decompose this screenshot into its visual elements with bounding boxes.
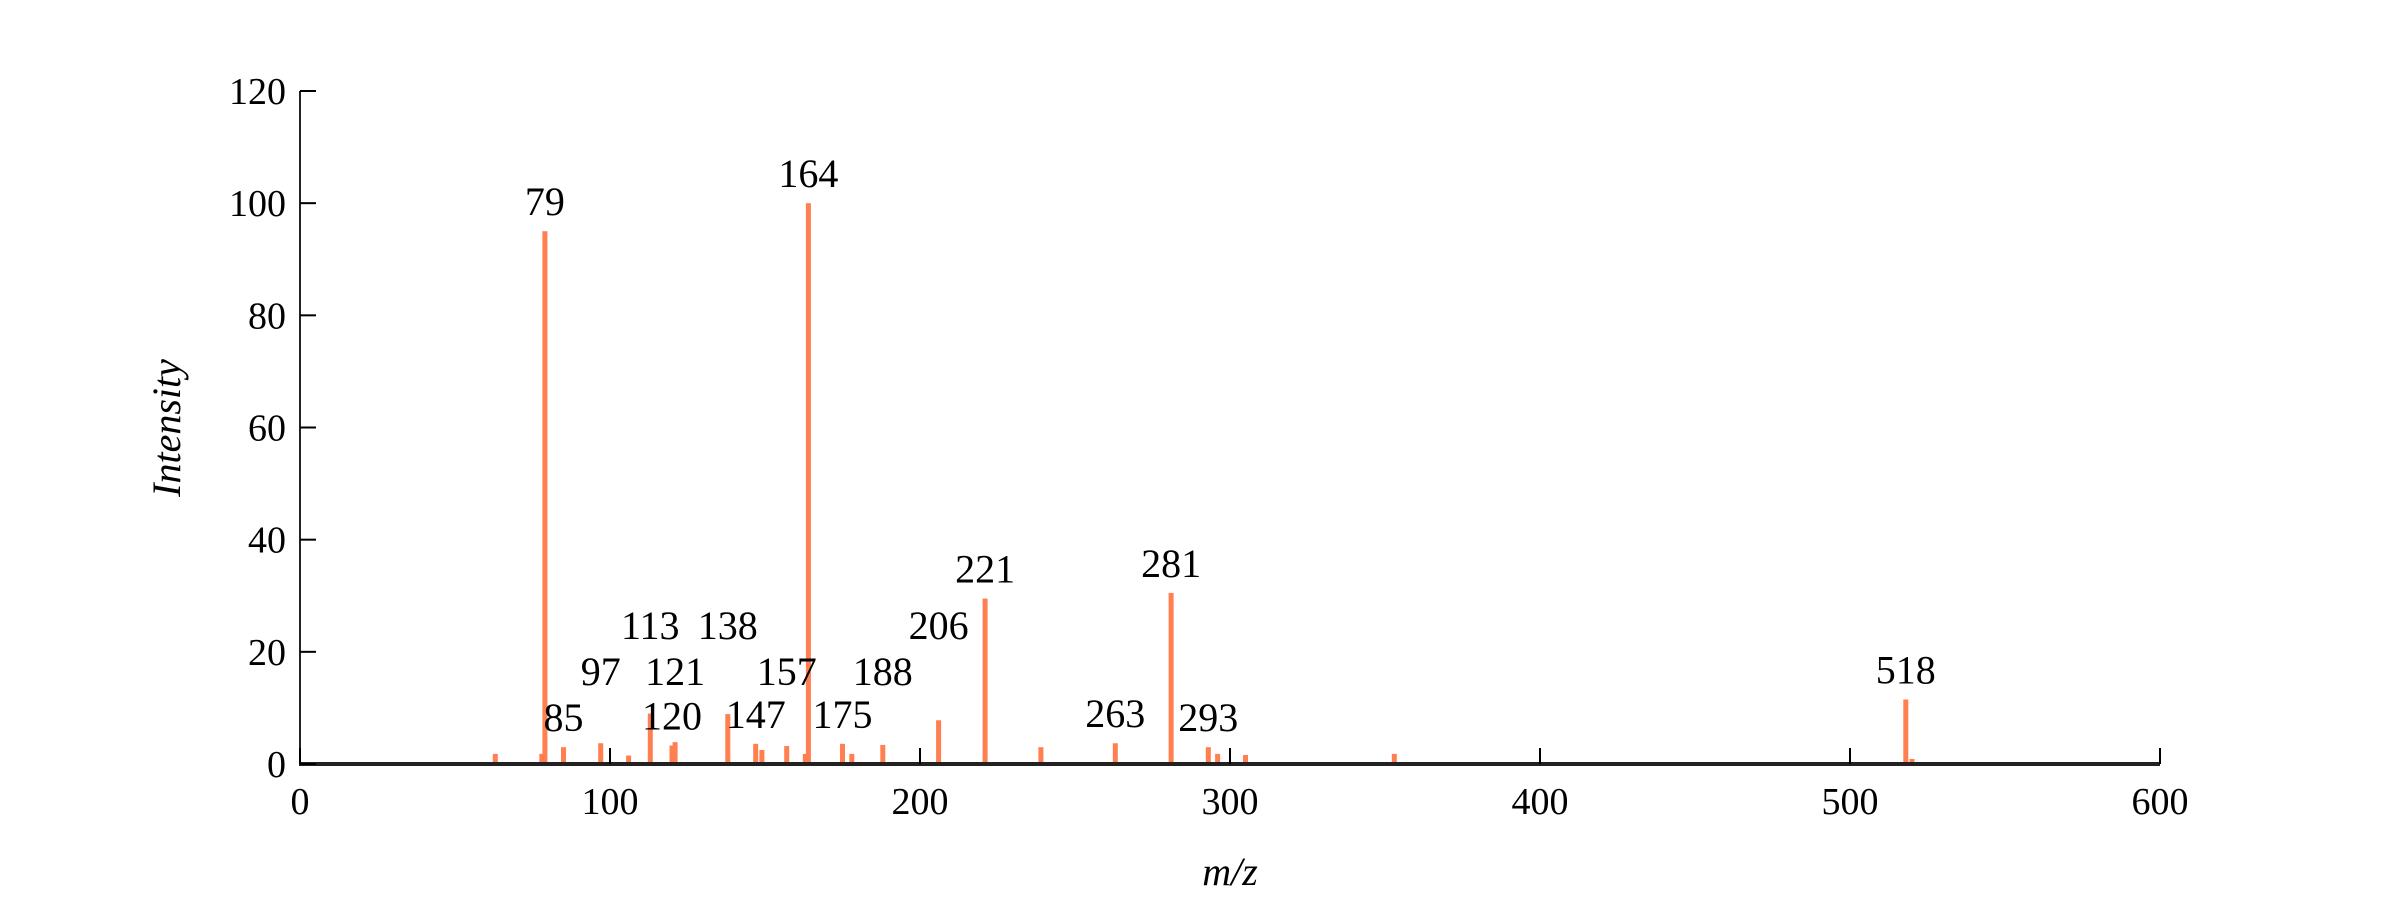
peak-bar [880,744,886,764]
peak-label: 147 [726,692,786,737]
x-tick-label: 200 [892,781,949,823]
peak-bars [492,203,1915,765]
peak-bar [982,598,988,764]
peak-bar [784,746,790,764]
y-tick-label: 60 [248,408,286,450]
peak-bar [1215,753,1221,764]
peak-bar [759,749,765,764]
peak-bar [1038,747,1044,764]
peak-bar [849,753,855,764]
peak-label: 120 [642,693,702,738]
peak-bar [647,713,653,764]
peak-label: 175 [813,692,873,737]
y-tick-label: 120 [229,71,286,113]
peak-bar [1168,592,1174,764]
peak-bar [725,714,731,764]
x-tick-label: 0 [291,781,310,823]
peak-bar [598,743,604,764]
x-tick-label: 400 [1512,781,1569,823]
x-tick-label: 100 [582,781,639,823]
y-tick-label: 40 [248,520,286,562]
peak-bar [1391,753,1397,764]
peak-bar [561,747,566,764]
peak-bar [672,742,678,764]
axes: 0 100 200 300 400 500 600 0 20 40 60 80 100 120 [229,71,2189,823]
peak-label: 221 [955,547,1015,592]
y-axis-label: Intensity [144,359,189,498]
y-tick-label: 80 [248,295,286,337]
peak-bar [753,743,759,764]
x-tick-label: 500 [1822,781,1879,823]
peak-label: 263 [1085,691,1145,736]
peak-bar [1903,699,1909,764]
peak-bar [669,745,675,764]
y-tick-label: 20 [248,632,286,674]
peak-bar [492,753,498,764]
x-axis-label: m/z [1202,849,1258,894]
x-tick-label: 600 [2132,781,2189,823]
peak-bar [542,231,548,765]
peak-bar [1205,747,1211,764]
peak-bar [539,753,545,764]
peak-bar [805,203,811,764]
peak-label: 164 [778,151,838,196]
peak-bar [802,753,808,764]
peak-bar [1243,755,1248,764]
peak-label: 85 [544,695,584,740]
y-tick-label: 0 [267,744,286,786]
peak-bar [1909,758,1915,764]
peak-label: 206 [909,603,969,648]
peak-label: 188 [853,649,913,694]
peak-bar [1112,743,1118,764]
peak-label: 293 [1178,695,1238,740]
peak-label: 79 [525,179,565,224]
peak-label: 138 [698,603,758,648]
peak-label: 121 [645,649,705,694]
peak-label: 113 [621,603,680,648]
peak-label: 97 [581,649,621,694]
peak-bar [936,720,942,764]
y-tick-label: 100 [229,183,286,225]
peak-bar [840,743,845,764]
peak-label: 281 [1141,541,1201,586]
peak-label: 518 [1876,648,1936,693]
x-tick-label: 300 [1202,781,1259,823]
peak-bar [626,755,632,764]
peak-label: 157 [757,649,817,694]
